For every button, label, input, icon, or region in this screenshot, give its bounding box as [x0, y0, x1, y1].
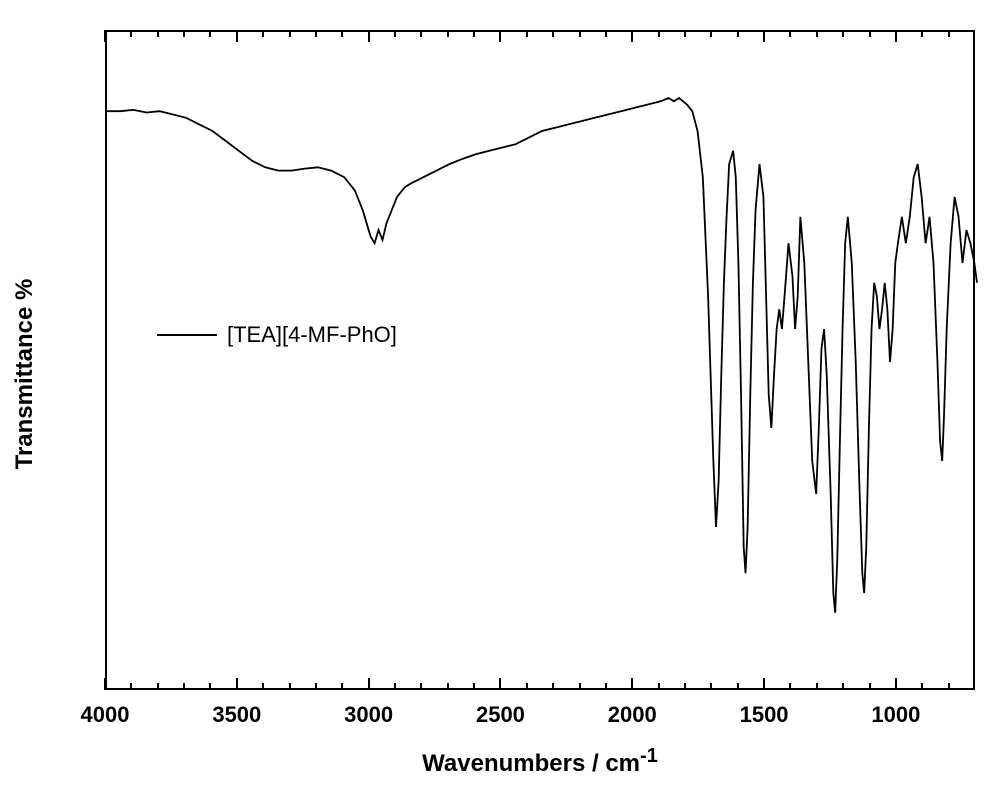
- x-tick-minor-top: [921, 30, 923, 37]
- x-tick-minor-top: [552, 30, 554, 37]
- x-tick-major-top: [499, 30, 501, 42]
- x-tick-minor-top: [526, 30, 528, 37]
- x-tick-minor: [684, 683, 686, 690]
- x-tick-minor-top: [130, 30, 132, 37]
- x-tick-minor: [183, 683, 185, 690]
- spectrum-line: [107, 32, 973, 688]
- x-tick-minor: [341, 683, 343, 690]
- x-tick-minor: [789, 683, 791, 690]
- x-tick-minor-top: [394, 30, 396, 37]
- legend-line-swatch: [157, 334, 217, 336]
- x-tick-label: 3000: [344, 702, 393, 728]
- x-tick-major-top: [763, 30, 765, 42]
- x-tick-major: [499, 678, 501, 690]
- x-tick-minor: [552, 683, 554, 690]
- x-tick-minor: [130, 683, 132, 690]
- x-tick-minor: [315, 683, 317, 690]
- x-tick-label: 2500: [476, 702, 525, 728]
- x-tick-label: 1500: [740, 702, 789, 728]
- x-tick-minor: [869, 683, 871, 690]
- x-tick-minor: [394, 683, 396, 690]
- x-tick-minor: [526, 683, 528, 690]
- x-tick-minor: [447, 683, 449, 690]
- x-tick-major: [763, 678, 765, 690]
- x-tick-minor-top: [209, 30, 211, 37]
- x-tick-major-top: [631, 30, 633, 42]
- x-tick-minor-top: [789, 30, 791, 37]
- x-tick-minor: [948, 683, 950, 690]
- x-tick-minor-top: [737, 30, 739, 37]
- x-axis-label: Wavenumbers / cm-1: [390, 745, 690, 778]
- x-tick-major: [236, 678, 238, 690]
- x-tick-major: [895, 678, 897, 690]
- x-tick-minor: [737, 683, 739, 690]
- x-tick-minor: [921, 683, 923, 690]
- x-tick-minor-top: [816, 30, 818, 37]
- x-tick-major: [368, 678, 370, 690]
- x-tick-minor-top: [341, 30, 343, 37]
- x-tick-minor: [579, 683, 581, 690]
- x-tick-minor-top: [684, 30, 686, 37]
- x-tick-minor: [289, 683, 291, 690]
- x-tick-minor: [157, 683, 159, 690]
- x-tick-major: [104, 678, 106, 690]
- plot-area: [TEA][4-MF-PhO]: [105, 30, 975, 690]
- legend-label: [TEA][4-MF-PhO]: [227, 322, 397, 348]
- x-tick-minor-top: [579, 30, 581, 37]
- x-tick-minor-top: [605, 30, 607, 37]
- legend: [TEA][4-MF-PhO]: [157, 322, 397, 348]
- x-tick-major-top: [104, 30, 106, 42]
- x-tick-minor-top: [289, 30, 291, 37]
- x-tick-label: 4000: [81, 702, 130, 728]
- x-tick-minor-top: [420, 30, 422, 37]
- x-tick-minor: [209, 683, 211, 690]
- x-tick-minor-top: [842, 30, 844, 37]
- x-tick-minor: [658, 683, 660, 690]
- x-tick-major-top: [368, 30, 370, 42]
- x-tick-minor: [605, 683, 607, 690]
- x-tick-minor-top: [157, 30, 159, 37]
- x-tick-minor-top: [473, 30, 475, 37]
- x-tick-minor-top: [262, 30, 264, 37]
- x-tick-label: 1000: [871, 702, 920, 728]
- x-tick-major-top: [895, 30, 897, 42]
- x-tick-label: 2000: [608, 702, 657, 728]
- x-tick-minor: [842, 683, 844, 690]
- x-tick-minor-top: [710, 30, 712, 37]
- x-tick-minor: [710, 683, 712, 690]
- x-tick-minor: [816, 683, 818, 690]
- x-tick-minor-top: [447, 30, 449, 37]
- x-tick-major-top: [236, 30, 238, 42]
- x-tick-minor: [473, 683, 475, 690]
- y-axis-label: Transmittance %: [11, 264, 39, 484]
- x-tick-minor: [262, 683, 264, 690]
- x-tick-label: 3500: [212, 702, 261, 728]
- x-tick-minor-top: [183, 30, 185, 37]
- x-tick-minor-top: [869, 30, 871, 37]
- x-tick-major: [631, 678, 633, 690]
- x-tick-minor-top: [315, 30, 317, 37]
- ir-spectrum-chart: [TEA][4-MF-PhO] Transmittance % Wavenumb…: [0, 0, 1000, 796]
- x-tick-minor-top: [658, 30, 660, 37]
- x-tick-minor-top: [948, 30, 950, 37]
- x-tick-minor: [420, 683, 422, 690]
